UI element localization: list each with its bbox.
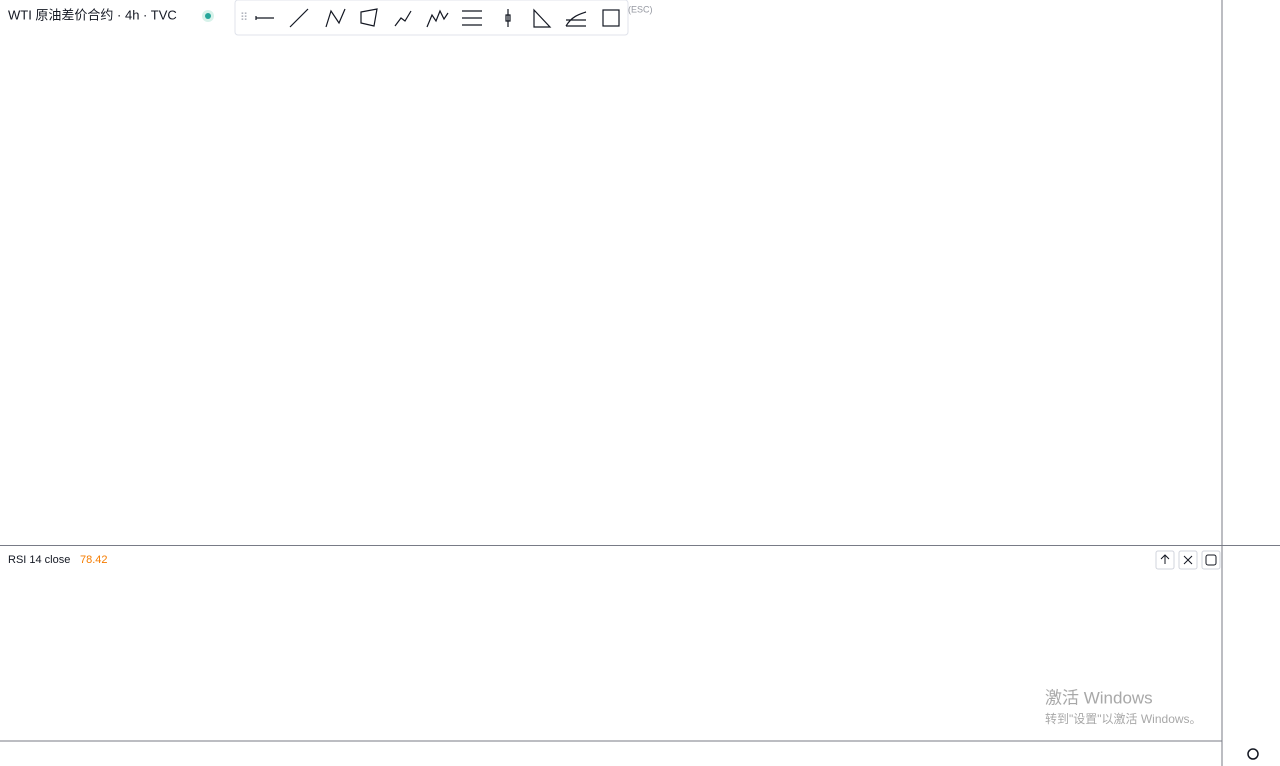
toolbar-icons — [255, 8, 620, 28]
settings-button[interactable] — [1247, 748, 1259, 760]
drawing-toolbar[interactable]: ⠿ — [234, 0, 629, 36]
tool-icon[interactable] — [533, 8, 552, 28]
rsi-title: RSI 14 close — [8, 554, 70, 566]
icon — [1183, 555, 1193, 565]
tool-icon[interactable] — [462, 10, 482, 26]
rsi-value: 78.42 — [80, 554, 108, 566]
symbol-title: WTI 原油差价合约 · 4h · TVC — [8, 7, 177, 22]
watermark-title: 激活 Windows — [1045, 688, 1153, 707]
pane-buttons[interactable] — [1155, 550, 1221, 570]
tool-icon[interactable] — [255, 16, 274, 20]
icon — [1160, 554, 1170, 564]
status-dot — [205, 13, 211, 19]
tool-icon[interactable] — [360, 8, 378, 27]
button[interactable] — [1201, 550, 1221, 570]
tool-icon[interactable] — [505, 9, 511, 27]
tool-icon[interactable] — [325, 8, 346, 28]
time-axis-bg — [0, 741, 1222, 766]
tool-icon[interactable] — [394, 10, 412, 27]
icon — [1205, 554, 1217, 566]
price-axis-bg — [1222, 0, 1280, 766]
toolbar-grip: ⠿ — [240, 12, 248, 24]
watermark-subtitle: 转到"设置"以激活 Windows。 — [1045, 711, 1202, 726]
hint-text: (ESC) — [628, 4, 653, 14]
tool-icon[interactable] — [426, 9, 449, 28]
tool-icon[interactable] — [289, 8, 309, 28]
tool-icon[interactable] — [602, 9, 620, 27]
tool-icon[interactable] — [565, 11, 587, 27]
